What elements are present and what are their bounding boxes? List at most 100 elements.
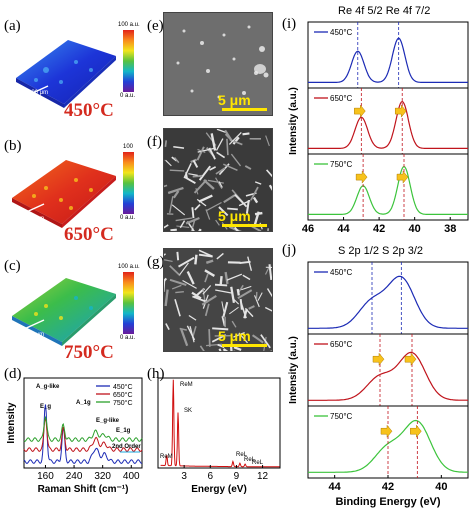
y-axis-label: Intensity (a.u.) [288,336,299,404]
sem-flake [165,159,172,167]
sem-flake [234,193,248,208]
sem-flake [194,254,198,265]
sem-flake [198,194,213,203]
sem-flake [215,167,226,175]
sem-flake [233,226,240,231]
sem-flake [250,186,259,201]
sem-flake [227,207,238,211]
panel-e-label: (e) [147,18,164,34]
panel-title: Re 4f 5/2 Re 4f 7/2 [338,5,430,17]
peak-annotation: A_1g [76,400,91,406]
sem-flake [242,274,251,281]
scale-bar-g [222,344,267,347]
panel-b-label: (b) [4,138,22,154]
sem-flake [169,265,181,277]
sem-flake [222,348,229,351]
legend-label: 450°C [113,383,133,391]
sem-flake [186,271,195,285]
sem-flake [205,259,214,264]
temp-label-450: 450°C [64,100,114,121]
sem-background [164,129,272,231]
peak-annotation: ReL [244,457,256,463]
sem-flake [239,260,251,264]
colorbar-c [123,272,134,334]
xps-s2p-chart: S 2p 1/2 S 2p 3/2 450°C 650°C 750°C 44 42 40 In… [288,245,469,508]
x-tick-label: 42 [382,481,394,493]
peak-annotation: E_g [40,404,51,410]
sem-flake [226,273,243,281]
sem-flake [188,314,197,321]
sem-flake [236,288,240,296]
sem-flake [244,307,254,318]
sem-flake [238,332,248,344]
scale-label-f: 5 μm [218,208,251,224]
sem-flake [197,147,215,153]
raman-map-450-image: 100 μm [16,40,116,108]
sem-flake [173,145,185,149]
sem-flake [179,220,186,229]
panel-i-label: (i) [282,16,297,32]
shift-arrow [354,104,366,118]
y-axis-label: Intensity [6,402,17,444]
legend-label: 750°C [330,160,353,169]
shift-arrow [355,170,368,184]
sem-flake [183,162,192,179]
peak-annotation: 2nd Order [112,444,141,450]
sem-flake [239,298,243,310]
sem-flake [204,269,216,277]
sem-flake [176,225,190,228]
sem-flake [215,219,220,226]
x-tick-label: 320 [94,471,111,482]
sem-flake [164,184,168,188]
sem-flake [216,151,226,159]
colorbar-a-bottom: 0 a.u. [120,93,136,99]
x-tick-label: 240 [66,471,83,482]
legend-label: 450°C [330,28,353,37]
x-tick-label: 40 [409,223,421,235]
sem-flake [201,294,217,306]
sem-flake [179,262,189,276]
sem-flake [233,346,242,351]
sem-flake [196,198,207,207]
colorbar-b-bottom: 0 a.u. [120,215,136,221]
y-axis-label: Intensity (a.u.) [288,87,299,155]
sem-flake [176,251,180,261]
sem-flake [172,190,180,199]
svg-text:100 μm: 100 μm [28,90,48,96]
sem-flake [191,291,202,300]
colorbar-b [123,152,134,214]
x-tick-label: 6 [208,471,214,482]
sem-flake [191,207,195,219]
sem-flake [209,166,217,171]
sem-flake [223,163,238,171]
sem-flake [169,278,187,286]
sem-flake [164,259,173,263]
sem-flake [230,286,236,304]
sem-flake [205,209,211,220]
spectrum-line-1 [308,100,468,149]
shift-arrow [380,424,393,438]
x-tick-label: 400 [123,471,140,482]
sem-flake [197,148,206,153]
sem-flake [165,323,170,331]
panel-g-label: (g) [147,254,165,270]
sem-flake [254,211,263,216]
raman-spectra-chart: 160 240 320 400 Raman Shift (cm⁻¹) Intensity A… [6,377,143,495]
sem-flake [237,284,244,293]
sem-flake [228,131,242,145]
sem-flake [164,159,165,161]
shift-arrow [404,352,417,366]
sem-flake [222,301,229,318]
colorbar-a [123,30,134,92]
sem-flake [215,138,224,151]
peak-annotation: SK [184,408,192,414]
sem-flake [223,194,236,204]
sem-flake [218,348,222,351]
sem-flake [182,280,197,289]
shift-arrow [394,104,407,118]
x-tick-label: 44 [337,223,350,235]
raman-map-650-image: 100 μm [12,160,116,228]
sem-flake [202,285,212,295]
panel-d-label: (d) [4,366,22,382]
